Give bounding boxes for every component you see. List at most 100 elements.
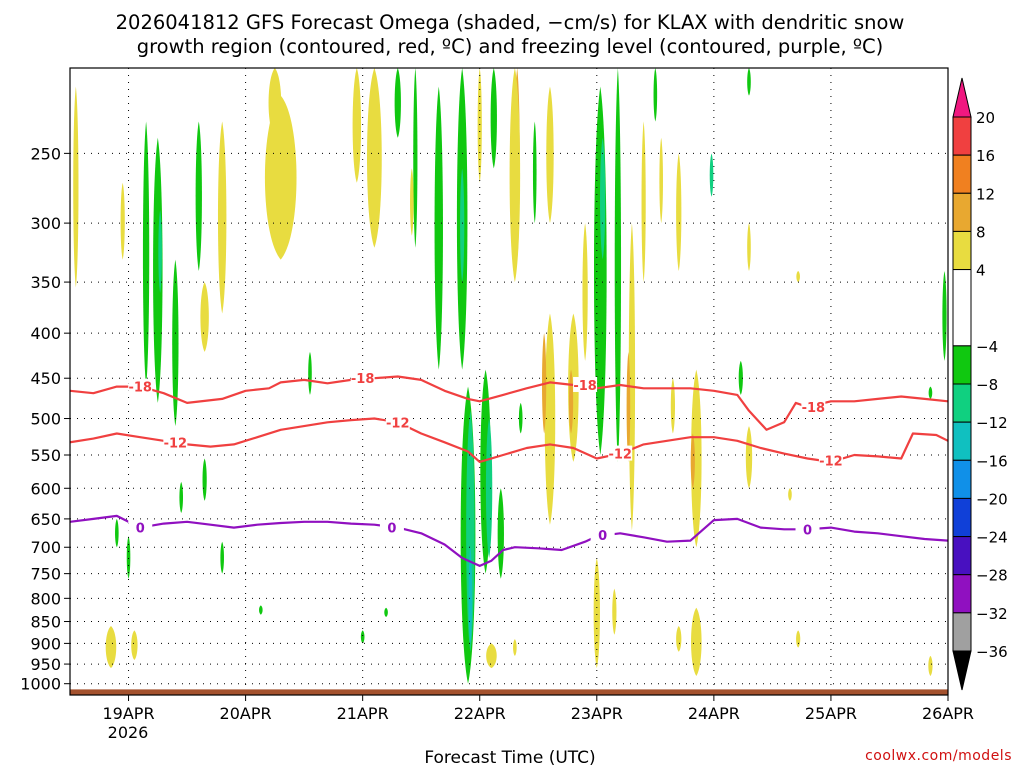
colorbar-label: −32 <box>976 605 1008 623</box>
omega-region <box>308 351 312 395</box>
omega-region <box>126 536 131 579</box>
omega-region <box>928 386 933 399</box>
omega-region <box>105 625 117 669</box>
x-tick-label: 23APR <box>571 704 623 723</box>
omega-region <box>73 86 79 288</box>
omega-region <box>928 655 933 676</box>
colorbar-label: −12 <box>976 414 1008 432</box>
omega-region <box>131 630 138 661</box>
y-tick-label: 450 <box>30 369 61 388</box>
colorbar-arrow-top <box>952 77 972 118</box>
omega-region <box>179 481 184 513</box>
x-tick-label: 21APR <box>337 704 389 723</box>
omega-region <box>352 68 362 183</box>
omega-region <box>641 121 646 283</box>
y-tick-label: 850 <box>30 613 61 632</box>
contour-label-bg <box>801 398 826 414</box>
omega-region <box>796 270 800 283</box>
colorbar-label: −8 <box>976 376 998 394</box>
omega-region <box>690 433 695 489</box>
y-tick-label: 650 <box>30 510 61 529</box>
omega-region <box>120 182 125 260</box>
contour-label-bg <box>795 521 820 537</box>
colorbar-label: −4 <box>976 338 998 356</box>
omega-region <box>513 639 517 656</box>
omega-region <box>600 137 606 260</box>
chart-title: 2026041812 GFS Forecast Omega (shaded, −… <box>116 11 905 58</box>
colorbar-band <box>952 383 972 423</box>
omega-region <box>468 547 473 644</box>
contour-label-bg <box>608 445 633 461</box>
contour-label-bg <box>128 378 153 394</box>
y-tick-label: 300 <box>30 214 61 233</box>
contour-label: -12 <box>819 455 843 470</box>
contour-label-bg <box>590 527 615 543</box>
x-tick-label: 25APR <box>805 704 857 723</box>
ground-surface <box>70 689 948 695</box>
contour-label: -12 <box>164 436 188 451</box>
colorbar-band <box>952 612 972 652</box>
y-tick-label: 800 <box>30 589 61 608</box>
omega-region <box>142 121 150 387</box>
contours: -18 -18 -18 -18 -12 -12 -12 -12 0 0 0 0 <box>70 370 948 568</box>
omega-region <box>490 68 497 169</box>
omega-region <box>497 488 504 579</box>
omega-region <box>796 630 801 648</box>
omega-region <box>158 210 162 293</box>
omega-shading <box>73 68 947 684</box>
colorbar-arrow-bottom <box>952 650 972 691</box>
y-tick-label: 350 <box>30 273 61 292</box>
colorbar-label: −24 <box>976 529 1008 547</box>
omega-region <box>626 351 631 462</box>
omega-region <box>691 607 702 676</box>
omega-region <box>691 369 702 548</box>
colorbar-band <box>952 230 972 271</box>
omega-region <box>544 313 556 525</box>
contour-freezing-level <box>70 514 948 568</box>
contour-label: -18 <box>351 372 375 387</box>
x-axis-label: Forecast Time (UTC) <box>424 748 595 768</box>
omega-region <box>612 588 617 635</box>
omega-region <box>220 541 224 574</box>
omega-region <box>582 223 588 361</box>
omega-region <box>942 270 947 361</box>
colorbar-band <box>952 421 972 461</box>
omega-region <box>747 68 751 96</box>
colorbar-band <box>952 497 972 538</box>
colorbar-label: 8 <box>976 223 986 241</box>
colorbar-label: 12 <box>976 185 995 203</box>
title-line-1: 2026041812 GFS Forecast Omega (shaded, −… <box>116 11 905 34</box>
x-tick-label: 24APR <box>688 704 740 723</box>
y-tick-label: 400 <box>30 324 61 343</box>
x-tick-label: 26APR <box>922 704 974 723</box>
omega-region <box>195 121 202 271</box>
omega-region <box>593 86 607 455</box>
omega-region <box>360 630 365 644</box>
colorbar-band <box>952 536 972 576</box>
contour-label: -12 <box>386 416 410 431</box>
omega-region <box>410 168 414 236</box>
y-tick-label: 250 <box>30 144 61 163</box>
omega-region <box>670 378 676 434</box>
y-tick-label: 950 <box>30 655 61 674</box>
colorbar-band <box>952 154 972 194</box>
omega-region <box>532 121 537 224</box>
contour-label: -18 <box>128 381 152 396</box>
colorbar-label: −36 <box>976 643 1008 661</box>
contour-label: -18 <box>573 379 597 394</box>
x-axis-year: 2026 <box>108 723 149 742</box>
omega-region <box>394 68 401 138</box>
colorbar-band <box>952 574 972 614</box>
omega-region <box>653 68 658 122</box>
colorbar-label: −20 <box>976 490 1008 508</box>
y-tick-label: 750 <box>30 565 61 584</box>
omega-region <box>518 402 523 434</box>
y-tick-label: 1000 <box>20 675 61 694</box>
y-axis: 250 300 350 400 450 500 550 600 650 700 750 800 850 9… <box>20 144 70 694</box>
plot-frame <box>69 67 949 696</box>
contour-label: 0 <box>387 522 396 537</box>
y-tick-label: 550 <box>30 446 61 465</box>
omega-region <box>676 153 682 271</box>
omega-region <box>546 86 554 224</box>
